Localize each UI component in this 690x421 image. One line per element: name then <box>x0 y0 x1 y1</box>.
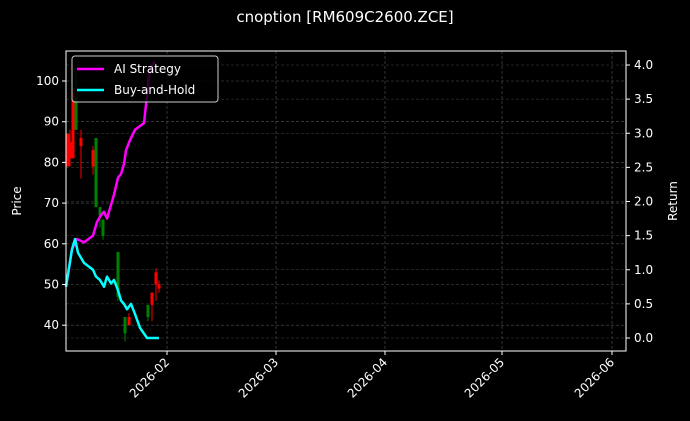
return-tick-label: 2.5 <box>634 160 653 174</box>
legend-box <box>71 55 219 103</box>
candle-body <box>74 97 78 130</box>
candle-body <box>157 284 161 289</box>
candle-body <box>68 142 72 159</box>
date-tick-label: 2026-05 <box>462 355 507 400</box>
price-tick-label: 40 <box>44 318 59 332</box>
candle-body <box>123 317 127 334</box>
return-axis-label: Return <box>666 181 680 221</box>
candle-body <box>94 137 98 208</box>
price-axis-label: Price <box>10 186 24 215</box>
return-tick-label: 2.0 <box>634 195 653 209</box>
candle-body <box>154 272 158 285</box>
price-tick-label: 90 <box>44 115 59 129</box>
date-tick-label: 2026-03 <box>236 355 281 400</box>
return-axis: 0.0 0.5 1.0 1.5 2.0 2.5 3.0 3.5 4.0 <box>626 58 653 345</box>
candle-body <box>79 137 83 147</box>
price-tick-label: 50 <box>44 278 59 292</box>
return-tick-label: 1.5 <box>634 229 653 243</box>
price-tick-label: 100 <box>36 74 59 88</box>
candle-body <box>146 304 150 318</box>
return-tick-label: 3.5 <box>634 92 653 106</box>
candle-body <box>91 150 95 167</box>
chart-title: cnoption [RM609C2600.ZCE] <box>236 8 454 26</box>
return-tick-label: 4.0 <box>634 58 653 72</box>
price-tick-label: 60 <box>44 237 59 251</box>
return-tick-label: 0.0 <box>634 331 653 345</box>
date-tick-label: 2026-04 <box>345 355 390 400</box>
price-tick-label: 70 <box>44 196 59 210</box>
price-axis: 40 50 60 70 80 90 100 <box>36 74 66 332</box>
date-axis: 2026-02 2026-03 2026-04 2026-05 2026-06 <box>127 351 617 401</box>
ai-strategy-line <box>64 60 156 287</box>
candle-body <box>116 251 120 297</box>
price-tick-label: 80 <box>44 155 59 169</box>
return-tick-label: 0.5 <box>634 297 653 311</box>
legend-label-ai-strategy: AI Strategy <box>114 62 181 76</box>
return-lines <box>64 60 159 340</box>
candle-body <box>150 292 154 305</box>
legend: AI Strategy Buy-and-Hold <box>71 55 219 103</box>
date-tick-label: 2026-06 <box>572 355 617 400</box>
buy-and-hold-line <box>64 237 159 340</box>
legend-label-buy-and-hold: Buy-and-Hold <box>114 83 195 97</box>
candlesticks <box>66 72 161 342</box>
return-tick-label: 1.0 <box>634 263 653 277</box>
candle-body <box>71 93 75 159</box>
candle-body <box>127 317 131 326</box>
return-tick-label: 3.0 <box>634 126 653 140</box>
date-tick-label: 2026-02 <box>127 355 172 400</box>
candle-body <box>101 219 105 236</box>
candle-body <box>98 207 102 216</box>
candle-body <box>66 133 70 167</box>
